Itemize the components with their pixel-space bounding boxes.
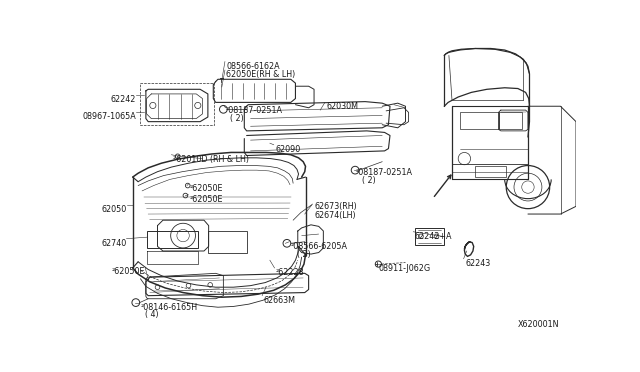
- Bar: [208, 231, 246, 253]
- Text: 62673(RH): 62673(RH): [314, 202, 357, 212]
- Text: 62740: 62740: [101, 239, 127, 248]
- Bar: [476, 166, 506, 177]
- Text: X620001N: X620001N: [518, 320, 559, 329]
- Bar: [140, 83, 214, 125]
- Text: ²62010D (RH & LH): ²62010D (RH & LH): [173, 155, 249, 164]
- Bar: [499, 112, 522, 129]
- Text: ( 2): ( 2): [297, 250, 311, 259]
- Text: 08911-J062G: 08911-J062G: [378, 264, 431, 273]
- Text: ( 2): ( 2): [230, 114, 244, 123]
- Text: ²62050E: ²62050E: [190, 195, 223, 204]
- Text: 08566-6162A: 08566-6162A: [227, 62, 280, 71]
- Bar: [460, 112, 499, 129]
- Text: 62030M: 62030M: [326, 102, 358, 111]
- Text: ²62228: ²62228: [276, 268, 305, 277]
- Bar: [415, 228, 444, 245]
- Text: 62242+A: 62242+A: [415, 232, 452, 241]
- Text: ( 4): ( 4): [145, 310, 159, 319]
- Text: ²62050E: ²62050E: [190, 184, 223, 193]
- Text: 62242: 62242: [111, 95, 136, 104]
- Text: 62674(LH): 62674(LH): [314, 211, 356, 220]
- Text: 62050E(RH & LH): 62050E(RH & LH): [227, 70, 296, 79]
- Bar: [147, 231, 198, 248]
- Text: 08967-1065A: 08967-1065A: [82, 112, 136, 121]
- Text: ²62050E: ²62050E: [111, 267, 145, 276]
- Text: 62050: 62050: [101, 205, 127, 214]
- Text: 62090: 62090: [275, 145, 301, 154]
- Text: ²08187-0251A: ²08187-0251A: [226, 106, 283, 115]
- Text: ²08187-0251A: ²08187-0251A: [356, 168, 413, 177]
- Text: 62243: 62243: [465, 259, 490, 268]
- Text: ( 2): ( 2): [362, 176, 376, 185]
- Text: 62663M: 62663M: [264, 296, 296, 305]
- Text: ²08146-6165H: ²08146-6165H: [140, 302, 198, 312]
- Text: ²08566-6205A: ²08566-6205A: [291, 242, 348, 251]
